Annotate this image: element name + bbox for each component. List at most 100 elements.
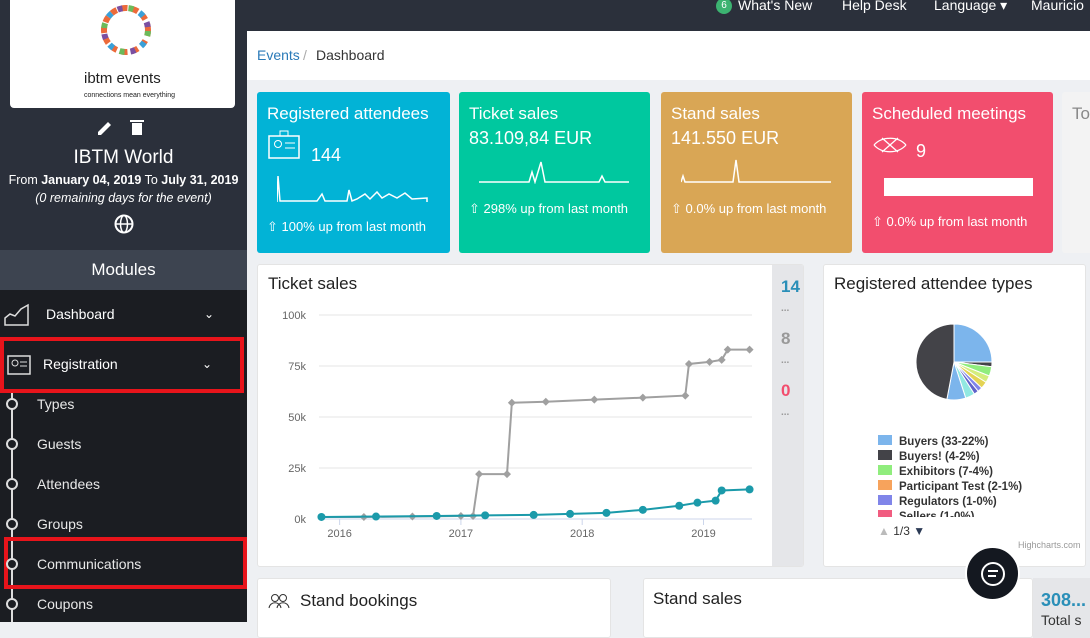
date: January 04, 2019 <box>41 173 142 187</box>
legend-item[interactable]: Regulators (1-0%) <box>878 495 997 508</box>
stat-card: Registered attendees 144 ⇧ 100% up from … <box>257 92 450 253</box>
label: Language <box>934 0 997 13</box>
x-tick-label: 2016 <box>327 528 351 540</box>
submenu-item[interactable]: Types <box>37 396 75 412</box>
label: 298% up from last month <box>483 201 629 216</box>
legend-label: Regulators (1-0%) <box>899 496 997 508</box>
submenu-item[interactable]: Groups <box>37 516 83 532</box>
card-icon <box>873 137 907 153</box>
legend-swatch <box>878 465 892 475</box>
legend-item[interactable]: Exhibitors (7-4%) <box>878 465 993 478</box>
badge: 6 <box>716 0 732 14</box>
label: To <box>144 173 158 187</box>
sparkline <box>681 159 831 183</box>
panel-title: Stand sales <box>653 589 742 608</box>
y-tick-label: 0k <box>294 514 306 526</box>
registration-icon <box>7 355 31 375</box>
tree-node <box>6 438 18 450</box>
tree-node <box>6 598 18 610</box>
point <box>590 395 599 404</box>
tree-node <box>6 398 18 410</box>
point <box>745 345 754 354</box>
legend-swatch <box>878 495 892 505</box>
point <box>681 391 690 400</box>
point <box>711 496 720 505</box>
card-title: Ticket sales <box>469 104 559 123</box>
chat-icon <box>981 562 1005 586</box>
side-stats: 14... 8... 0... <box>772 265 803 566</box>
menu-item[interactable]: Dashboard <box>46 306 115 322</box>
chat-button[interactable] <box>965 546 1020 601</box>
submenu-item[interactable]: Coupons <box>37 596 94 612</box>
side-stat: ... <box>781 303 790 314</box>
breadcrumb-current: Dashboard <box>316 47 385 63</box>
legend-item[interactable]: Sellers (1-0%) <box>878 510 974 517</box>
point <box>638 505 647 514</box>
pie-slice <box>953 323 993 363</box>
stat-card: Scheduled meetings 9 ⇧ 0.0% up from last… <box>862 92 1053 253</box>
y-tick-label: 50k <box>288 412 306 424</box>
y-tick-label: 100k <box>282 310 306 322</box>
legend-item[interactable]: Participant Test (2-1%) <box>878 480 1022 493</box>
stand-bookings-panel: Stand bookings <box>257 578 611 638</box>
legend-swatch <box>878 510 892 517</box>
x-tick-label: 2019 <box>691 528 715 540</box>
separator: / <box>303 47 307 63</box>
chevron[interactable]: ⌄ <box>202 357 213 371</box>
event-dates: From January 04, 2019 To July 31, 2019 (… <box>0 171 247 207</box>
edit-icons[interactable] <box>96 118 152 136</box>
user-menu[interactable]: Mauricio <box>1031 0 1084 13</box>
menu-item[interactable]: Registration <box>43 356 118 372</box>
stat-label: Total s <box>1041 612 1082 628</box>
pie-chart <box>915 323 993 401</box>
legend-pager[interactable]: ▲ 1/3 ▼ <box>878 524 926 538</box>
tree-node <box>6 478 18 490</box>
people-icon <box>268 594 290 609</box>
legend-label: Buyers (33-22%) <box>899 436 989 448</box>
point <box>717 355 726 364</box>
side-stat: ... <box>781 407 790 418</box>
legend-item[interactable]: Buyers! (4-2%) <box>878 450 980 463</box>
point <box>372 512 381 521</box>
nav-link[interactable]: Language ▾ <box>934 0 1007 14</box>
card-title: To <box>1072 104 1090 123</box>
sparkline <box>479 161 629 184</box>
point <box>705 357 714 366</box>
card-footer: ⇧ 0.0% up from last month <box>671 201 827 216</box>
logo-mark <box>101 5 151 55</box>
highlight-box <box>0 337 244 393</box>
label: 0.0% up from last month <box>685 201 827 216</box>
logo: ibtm events connections mean everything <box>10 0 235 108</box>
nav-link[interactable]: Help Desk <box>842 0 907 13</box>
card-title: Scheduled meetings <box>872 104 1027 123</box>
point <box>529 510 538 519</box>
point <box>317 512 326 521</box>
tree-node <box>6 518 18 530</box>
legend-item[interactable]: Buyers (33-22%) <box>878 435 988 448</box>
chevron[interactable]: ⌄ <box>204 307 215 321</box>
point <box>723 345 732 354</box>
credit[interactable]: Highcharts.com <box>1018 540 1081 550</box>
point <box>475 470 484 479</box>
panel-title: Registered attendee types <box>834 274 1033 293</box>
sidebar: ibtm events connections mean everything … <box>0 0 247 622</box>
legend-swatch <box>878 480 892 490</box>
breadcrumb: Events / Dashboard <box>247 31 1090 80</box>
globe-icon[interactable] <box>114 214 134 234</box>
legend-label: Sellers (1-0%) <box>899 511 975 517</box>
y-tick-label: 75k <box>288 361 306 373</box>
point <box>675 501 684 510</box>
card-icon <box>268 130 300 159</box>
label: 0.0% up from last month <box>886 214 1028 229</box>
stat-card: Stand sales 141.550 EUR ⇧ 0.0% up from l… <box>661 92 852 253</box>
point <box>507 398 516 407</box>
submenu-item[interactable]: Communications <box>37 556 142 572</box>
nav-link[interactable]: What's New <box>738 0 813 13</box>
submenu-item[interactable]: Guests <box>37 436 82 452</box>
submenu-item[interactable]: Attendees <box>37 476 101 492</box>
breadcrumb-link[interactable]: Events <box>257 47 300 63</box>
line-chart: 0k 25k 50k 75k 100k 2016 2017 2018 2019 <box>282 310 754 540</box>
point <box>745 485 754 494</box>
card-value: 9 <box>916 141 927 161</box>
